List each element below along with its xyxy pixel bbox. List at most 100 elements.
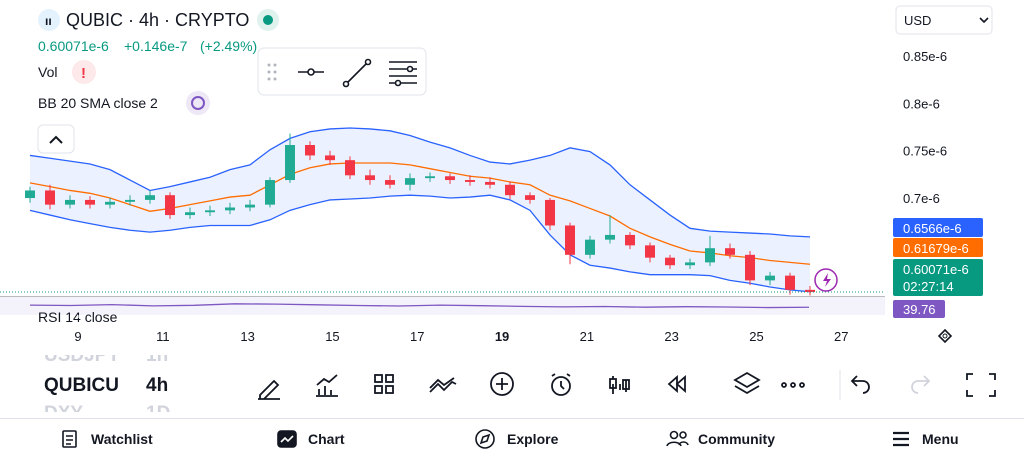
candle-body <box>185 212 195 216</box>
candle-body <box>285 145 295 181</box>
candle-body <box>85 199 95 205</box>
chevron <box>49 135 63 144</box>
candle-body <box>645 245 655 258</box>
candle-body <box>65 199 75 205</box>
x-tick-label: 15 <box>325 329 339 344</box>
x-tick-label: 23 <box>664 329 678 344</box>
candle-body <box>505 184 515 196</box>
candle-body <box>145 195 155 200</box>
countdown: 02:27:14 <box>903 279 954 294</box>
drag-handle <box>267 63 277 81</box>
nav-tab[interactable]: Menu <box>922 431 959 447</box>
nav-tab[interactable]: Explore <box>507 431 559 447</box>
candle-body <box>345 160 355 176</box>
nav-tab[interactable]: Chart <box>308 431 345 447</box>
title: QUBIC · 4h · CRYPTO <box>66 10 249 30</box>
x-tick-label: 9 <box>74 329 81 344</box>
candle-body <box>565 225 575 255</box>
warning-mark: ! <box>81 65 86 82</box>
y-tick-label: 0.75e-6 <box>903 144 947 159</box>
currency: USD <box>904 13 931 28</box>
rsi: RSI 14 close 39.76 <box>29 300 945 325</box>
candle-body <box>585 239 595 255</box>
band-fill <box>30 127 810 292</box>
chart-tools[interactable] <box>258 371 996 400</box>
currency-select[interactable] <box>895 5 993 35</box>
candle-body <box>165 195 175 216</box>
x-tick-label: 27 <box>834 329 848 344</box>
symbol[interactable]: QUBICU <box>44 375 119 396</box>
x-tick-label: 11 <box>156 329 170 344</box>
candle-body <box>365 175 375 181</box>
alert-icon <box>823 273 831 287</box>
candle-body <box>445 176 455 181</box>
candle-body <box>485 181 495 185</box>
dropdown-arrow <box>979 17 989 24</box>
price-label: 0.60071e-6 <box>903 262 969 277</box>
rsi-pane <box>0 297 885 315</box>
candle-body <box>745 254 755 281</box>
warning[interactable] <box>72 60 96 84</box>
collapse[interactable] <box>37 124 75 154</box>
band-line <box>29 194 811 293</box>
candle-body <box>305 145 315 156</box>
fade <box>0 412 240 418</box>
y-tick-label: 0.85e-6 <box>903 49 947 64</box>
candle-body <box>685 262 695 266</box>
nav-icons <box>62 429 909 449</box>
candle-body <box>385 180 395 185</box>
rsi-value-box <box>893 300 945 318</box>
candle-body <box>265 180 275 205</box>
nav-tab[interactable]: Community <box>698 431 775 447</box>
candle-body <box>105 201 115 205</box>
rsi-value: 39.76 <box>903 302 936 317</box>
price-label-box <box>893 259 983 296</box>
candle-body <box>405 178 415 185</box>
candle-body <box>205 210 215 213</box>
candle-body <box>705 248 715 263</box>
price-label-box <box>893 218 983 237</box>
nav-tab[interactable]: Watchlist <box>91 431 153 447</box>
candle-body <box>785 275 795 290</box>
candle-body <box>225 207 235 211</box>
change: +0.146e-7 <box>124 38 188 54</box>
candle-body <box>545 199 555 226</box>
candle-body <box>525 195 535 200</box>
price-label: 0.61679e-6 <box>903 241 969 256</box>
candle-body <box>725 248 735 255</box>
y-tick-label: 0.7e-6 <box>903 191 940 206</box>
fade <box>0 345 240 355</box>
x-tick-label: 13 <box>240 329 254 344</box>
y-tick-label: 0.8e-6 <box>903 96 940 111</box>
draw-toolbar <box>257 47 427 96</box>
price: 0.60071e-6 <box>38 38 109 54</box>
indicator: BB 20 SMA close 2 <box>38 95 158 111</box>
price-label: 0.6566e-6 <box>903 221 962 236</box>
x-tick-label: 21 <box>580 329 594 344</box>
reload[interactable] <box>186 91 210 115</box>
rsi-line <box>29 303 810 309</box>
candle-body <box>45 190 55 205</box>
candle-body <box>665 257 675 266</box>
interval: 4h <box>146 375 168 396</box>
candle-body <box>25 190 35 199</box>
band-line <box>29 127 811 238</box>
candle-body <box>805 289 815 293</box>
x-tick-label: 25 <box>749 329 763 344</box>
logo <box>38 9 60 31</box>
candle-body <box>325 155 335 161</box>
draw-tools[interactable] <box>298 58 417 88</box>
settings-dot <box>942 333 948 339</box>
reload-icon <box>191 96 205 110</box>
change-pct: (+2.49%) <box>200 38 257 54</box>
x-tick-label: 17 <box>410 329 424 344</box>
settings[interactable] <box>937 328 953 344</box>
candle-body <box>245 204 255 208</box>
candle-body <box>465 180 475 182</box>
indicator: Vol <box>38 64 57 80</box>
candle-body <box>425 176 435 179</box>
candle-body <box>625 234 635 246</box>
plot <box>0 127 885 296</box>
band-line <box>29 162 811 265</box>
